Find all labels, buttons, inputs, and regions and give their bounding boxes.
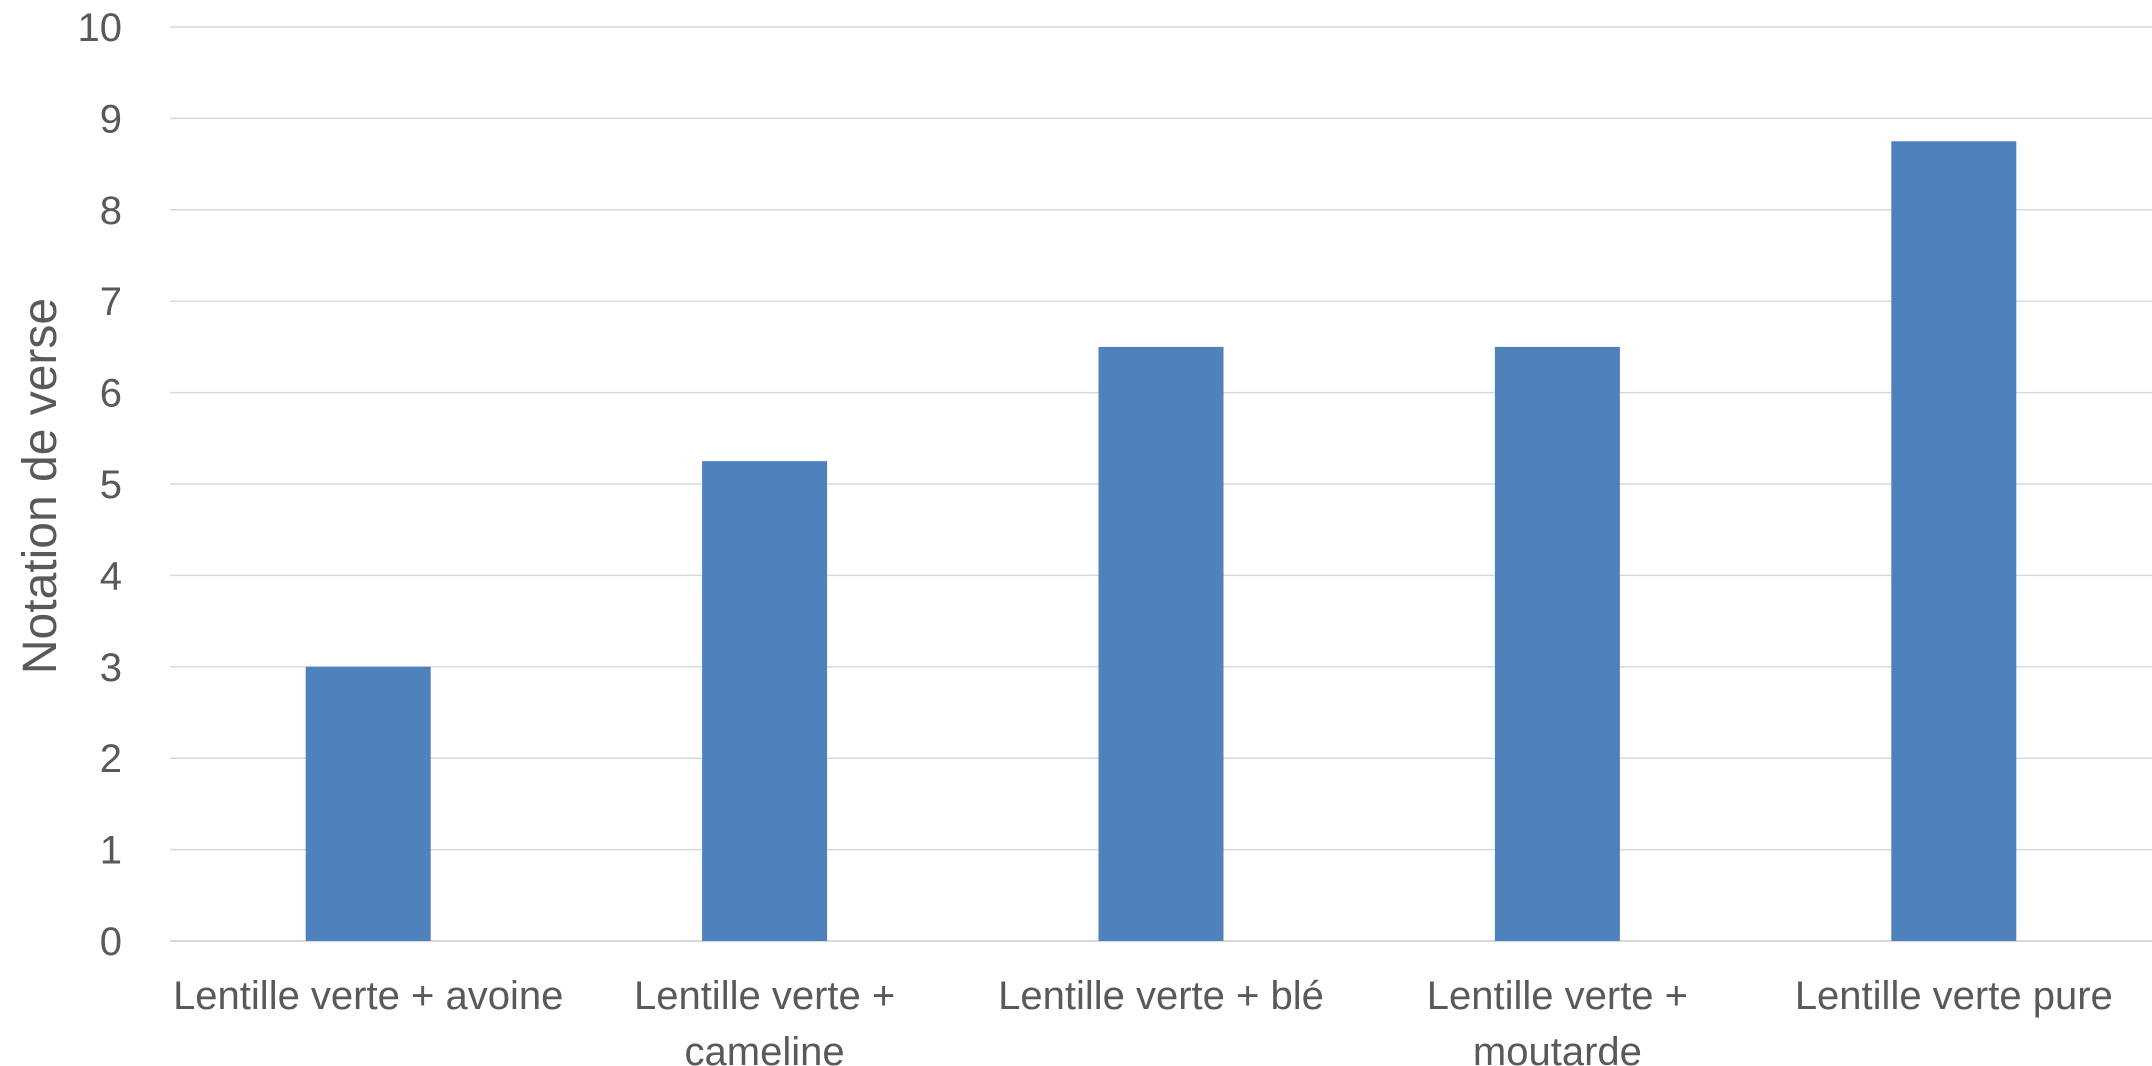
x-axis-categories: Lentille verte + avoine Lentille verte + c… xyxy=(173,974,2113,1066)
bar xyxy=(305,666,431,941)
x-category-label-line: Lentille verte + avoine xyxy=(173,974,563,1018)
x-category-label-line: Lentille verte pure xyxy=(1795,974,2113,1018)
bar xyxy=(702,461,828,941)
y-tick-label: 1 xyxy=(100,829,122,873)
x-category-label-line: Lentille verte + xyxy=(634,974,895,1018)
x-category-label: Lentille verte pure xyxy=(1795,974,2113,1018)
y-axis-ticks: 0 1 2 3 4 5 6 7 8 9 10 xyxy=(78,6,123,964)
x-category-label: Lentille verte + cameline xyxy=(634,974,895,1066)
y-tick-label: 2 xyxy=(100,737,122,781)
y-tick-label: 4 xyxy=(100,554,122,598)
x-category-label-line: cameline xyxy=(685,1030,845,1066)
bar xyxy=(1098,346,1224,941)
y-tick-label: 10 xyxy=(78,6,123,50)
x-category-label: Lentille verte + blé xyxy=(998,974,1324,1018)
y-tick-label: 5 xyxy=(100,463,122,507)
bar xyxy=(1891,141,2017,941)
y-tick-label: 8 xyxy=(100,189,122,233)
x-category-label-line: Lentille verte + xyxy=(1427,974,1688,1018)
x-category-label-line: Lentille verte + blé xyxy=(998,974,1324,1018)
x-category-label: Lentille verte + avoine xyxy=(173,974,563,1018)
y-tick-label: 9 xyxy=(100,97,122,141)
y-tick-label: 0 xyxy=(100,920,122,964)
x-category-label: Lentille verte + moutarde xyxy=(1427,974,1688,1066)
bars xyxy=(305,141,2017,941)
y-tick-label: 7 xyxy=(100,280,122,324)
y-tick-label: 3 xyxy=(100,646,122,690)
bar xyxy=(1494,346,1620,941)
y-axis-title: Notation de verse xyxy=(14,298,67,674)
y-tick-label: 6 xyxy=(100,372,122,416)
x-category-label-line: moutarde xyxy=(1473,1030,1642,1066)
